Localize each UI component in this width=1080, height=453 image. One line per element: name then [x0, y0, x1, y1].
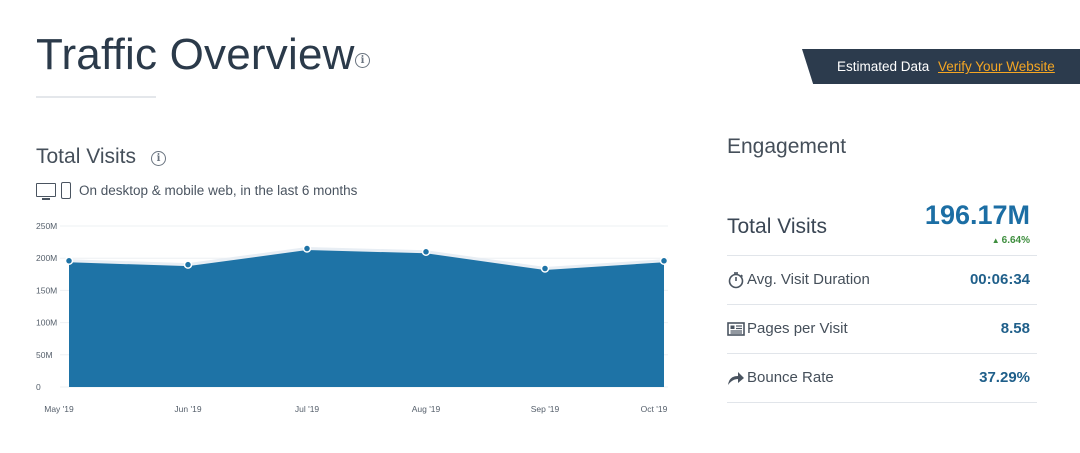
data-point	[64, 256, 74, 266]
desktop-icon	[36, 183, 56, 200]
total-visits-value: 196.17M	[924, 200, 1030, 230]
change-percent: 6.64%	[1001, 235, 1030, 246]
metric-value: 8.58	[1000, 320, 1030, 337]
estimated-data-banner: Estimated Data Verify Your Website	[802, 49, 1080, 84]
bounce-arrow-icon	[728, 372, 744, 385]
metric-value: 00:06:34	[969, 271, 1030, 288]
data-point	[183, 260, 193, 269]
estimated-data-label: Estimated Data	[837, 59, 930, 74]
total-visits-chart: 0 50M 100M 150M 200M 250M May '19 Jun '19 Jul '1…	[36, 221, 669, 414]
mobile-icon	[61, 182, 71, 199]
series-line	[68, 247, 665, 271]
info-icon[interactable]: i	[151, 151, 166, 166]
y-tick-label: 50M	[36, 350, 53, 360]
metric-row-pages-per-visit: Pages per Visit 8.58	[727, 304, 1037, 353]
x-tick-label: Oct '19	[641, 404, 668, 414]
device-scope-text: On desktop & mobile web, in the last 6 m…	[79, 183, 358, 198]
metric-label: Bounce Rate	[747, 369, 834, 386]
data-point	[302, 244, 312, 253]
y-tick-label: 200M	[36, 253, 57, 263]
page-title: Traffic Overview	[36, 30, 355, 79]
x-tick-label: Aug '19	[412, 404, 441, 414]
y-tick-label: 100M	[36, 318, 57, 328]
data-point	[421, 247, 431, 257]
x-tick-label: Jun '19	[174, 404, 201, 414]
area-series	[69, 248, 664, 387]
x-tick-label: Jul '19	[295, 404, 320, 414]
y-tick-label: 250M	[36, 221, 57, 231]
metric-label: Avg. Visit Duration	[747, 271, 870, 288]
metric-row-bounce-rate: Bounce Rate 37.29%	[727, 353, 1037, 403]
stopwatch-icon	[728, 272, 744, 289]
total-visits-label: Total Visits	[727, 215, 827, 238]
metric-label: Pages per Visit	[747, 320, 848, 337]
total-visits-change: ▲ 6.64%	[992, 235, 1030, 246]
x-tick-label: May '19	[44, 404, 74, 414]
title-underline	[36, 96, 156, 98]
verify-website-link[interactable]: Verify Your Website	[938, 59, 1055, 74]
data-point	[659, 256, 669, 266]
y-tick-label: 0	[36, 382, 41, 392]
total-visits-title: Total Visits	[36, 145, 136, 168]
x-tick-label: Sep '19	[531, 404, 560, 414]
info-icon[interactable]: i	[355, 53, 370, 68]
trend-up-icon: ▲	[991, 236, 1000, 245]
y-tick-label: 150M	[36, 285, 57, 295]
metric-row-avg-visit-duration: Avg. Visit Duration 00:06:34	[727, 255, 1037, 304]
metric-value: 37.29%	[979, 369, 1030, 386]
pages-icon	[727, 322, 745, 336]
engagement-title: Engagement	[727, 135, 847, 158]
data-point	[540, 264, 550, 273]
